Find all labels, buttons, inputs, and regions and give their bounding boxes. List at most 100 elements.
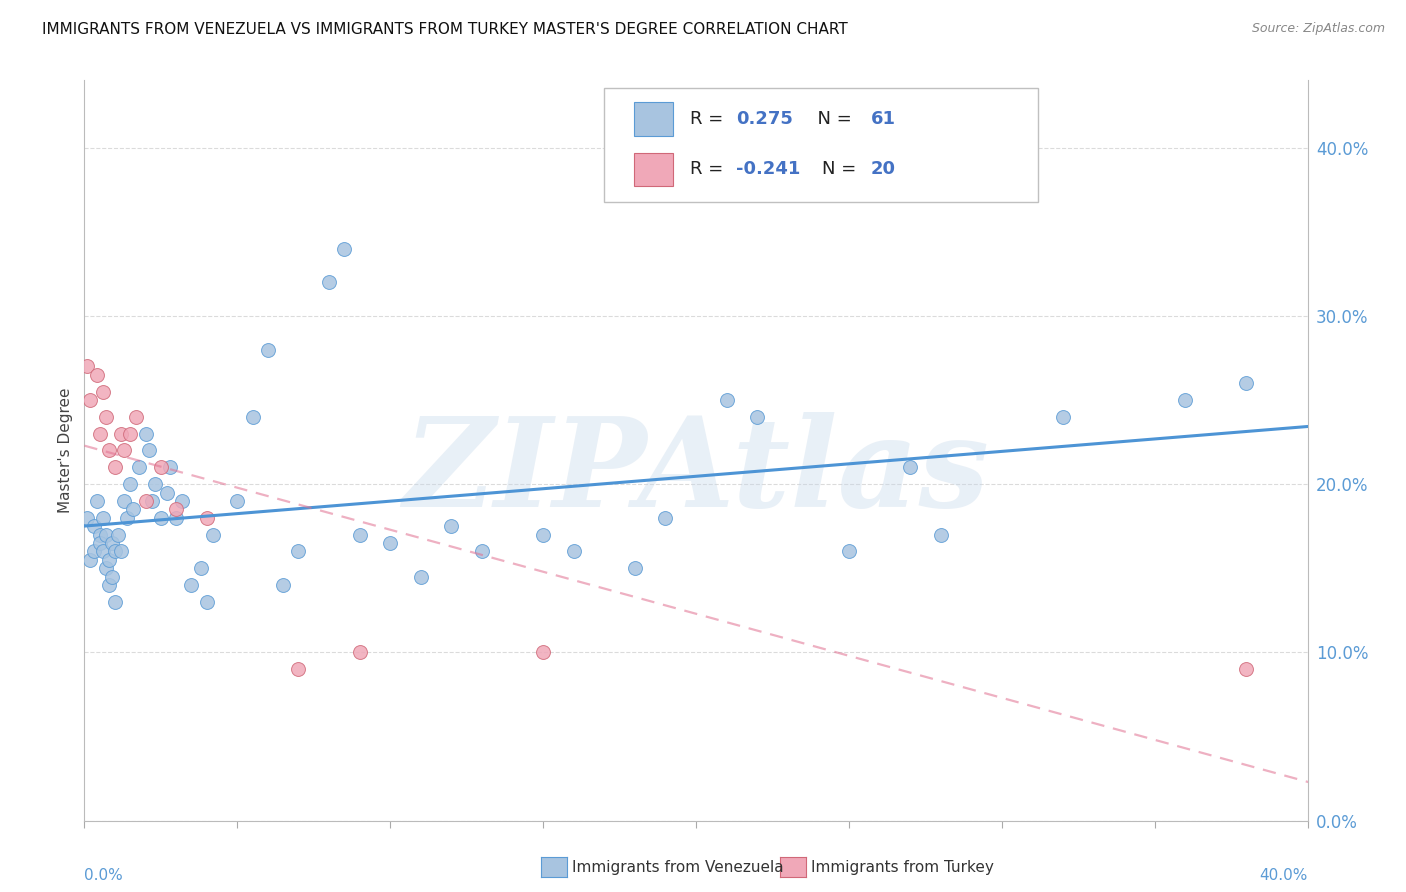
Text: ZIPAtlas: ZIPAtlas xyxy=(404,412,988,533)
Point xyxy=(165,510,187,524)
Text: IMMIGRANTS FROM VENEZUELA VS IMMIGRANTS FROM TURKEY MASTER'S DEGREE CORRELATION : IMMIGRANTS FROM VENEZUELA VS IMMIGRANTS … xyxy=(42,22,848,37)
Point xyxy=(138,443,160,458)
Point xyxy=(898,460,921,475)
Point xyxy=(287,662,309,676)
Point xyxy=(97,443,120,458)
Point xyxy=(120,477,142,491)
Point xyxy=(135,426,157,441)
Point xyxy=(747,409,769,424)
Text: N =: N = xyxy=(823,161,862,178)
Point xyxy=(79,392,101,407)
Point xyxy=(89,536,111,550)
Text: 0.275: 0.275 xyxy=(737,110,793,128)
Point xyxy=(86,368,108,382)
Point xyxy=(165,502,187,516)
Point xyxy=(624,561,647,575)
Point xyxy=(180,578,202,592)
Point xyxy=(91,544,114,558)
Point xyxy=(83,544,105,558)
Point xyxy=(1052,409,1074,424)
Point xyxy=(104,595,127,609)
Point xyxy=(110,544,132,558)
FancyBboxPatch shape xyxy=(634,153,672,186)
Point xyxy=(101,569,124,583)
Point xyxy=(76,510,98,524)
Point xyxy=(287,544,309,558)
Point xyxy=(318,275,340,289)
Point xyxy=(190,561,212,575)
Point xyxy=(89,426,111,441)
Point xyxy=(104,460,127,475)
Point xyxy=(112,443,135,458)
Y-axis label: Master's Degree: Master's Degree xyxy=(58,388,73,513)
Point xyxy=(94,561,117,575)
Point xyxy=(101,536,124,550)
Text: -0.241: -0.241 xyxy=(737,161,800,178)
Point xyxy=(104,544,127,558)
Point xyxy=(83,519,105,533)
Text: 40.0%: 40.0% xyxy=(1260,868,1308,883)
Point xyxy=(141,494,163,508)
Point xyxy=(120,426,142,441)
Point xyxy=(1234,376,1257,391)
Point xyxy=(929,527,952,541)
Point xyxy=(333,242,356,256)
Point xyxy=(257,343,280,357)
Point xyxy=(94,409,117,424)
Point xyxy=(654,510,676,524)
Point xyxy=(97,553,120,567)
Text: 0.0%: 0.0% xyxy=(84,868,124,883)
Point xyxy=(1174,392,1197,407)
Point xyxy=(110,426,132,441)
Point xyxy=(86,494,108,508)
Point xyxy=(76,359,98,374)
Text: R =: R = xyxy=(690,161,728,178)
Point xyxy=(242,409,264,424)
Point xyxy=(349,527,371,541)
Text: Immigrants from Turkey: Immigrants from Turkey xyxy=(811,860,994,874)
Point xyxy=(143,477,166,491)
Point xyxy=(89,527,111,541)
Text: R =: R = xyxy=(690,110,728,128)
Point xyxy=(201,527,224,541)
Point xyxy=(471,544,494,558)
Point xyxy=(94,527,117,541)
Text: N =: N = xyxy=(806,110,858,128)
Point xyxy=(122,502,145,516)
Text: 20: 20 xyxy=(870,161,896,178)
Point xyxy=(149,510,172,524)
Point xyxy=(115,510,138,524)
Point xyxy=(149,460,172,475)
Point xyxy=(531,527,554,541)
Point xyxy=(159,460,181,475)
Point xyxy=(1234,662,1257,676)
Point xyxy=(91,510,114,524)
Point xyxy=(531,645,554,659)
FancyBboxPatch shape xyxy=(634,103,672,136)
Point xyxy=(409,569,432,583)
Point xyxy=(271,578,294,592)
Point xyxy=(440,519,463,533)
Point xyxy=(838,544,860,558)
Point xyxy=(380,536,402,550)
FancyBboxPatch shape xyxy=(605,87,1039,202)
Point xyxy=(125,409,148,424)
Point xyxy=(97,578,120,592)
Text: 61: 61 xyxy=(870,110,896,128)
Point xyxy=(172,494,194,508)
Point xyxy=(226,494,249,508)
Point xyxy=(716,392,738,407)
Point xyxy=(112,494,135,508)
Point xyxy=(107,527,129,541)
Point xyxy=(156,485,179,500)
Point xyxy=(195,510,218,524)
Point xyxy=(562,544,585,558)
Point xyxy=(79,553,101,567)
Point xyxy=(128,460,150,475)
Point xyxy=(195,595,218,609)
Text: Source: ZipAtlas.com: Source: ZipAtlas.com xyxy=(1251,22,1385,36)
Point xyxy=(135,494,157,508)
Point xyxy=(91,384,114,399)
Text: Immigrants from Venezuela: Immigrants from Venezuela xyxy=(572,860,785,874)
Point xyxy=(349,645,371,659)
